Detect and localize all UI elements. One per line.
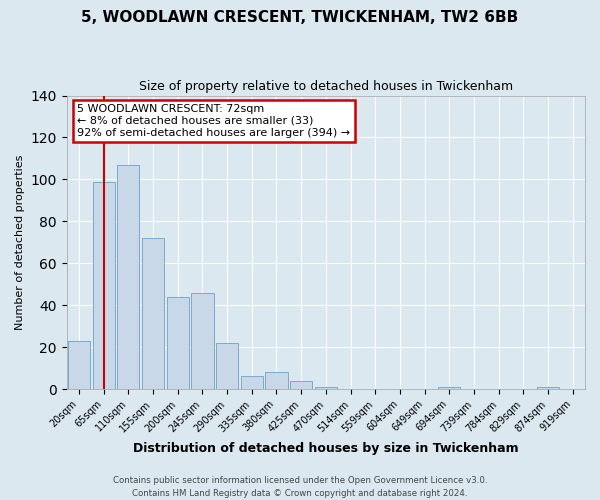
Bar [216,343,238,389]
Bar [438,387,460,389]
Bar [92,182,115,389]
Bar [265,372,287,389]
Bar [191,292,214,389]
Bar [537,387,559,389]
Text: 5 WOODLAWN CRESCENT: 72sqm
← 8% of detached houses are smaller (33)
92% of semi-: 5 WOODLAWN CRESCENT: 72sqm ← 8% of detac… [77,104,350,138]
Text: Contains public sector information licensed under the Open Government Licence v3: Contains public sector information licen… [113,476,487,485]
Y-axis label: Number of detached properties: Number of detached properties [15,154,25,330]
Bar [315,387,337,389]
Bar [68,341,90,389]
Text: 5, WOODLAWN CRESCENT, TWICKENHAM, TW2 6BB: 5, WOODLAWN CRESCENT, TWICKENHAM, TW2 6B… [82,10,518,25]
Bar [290,380,312,389]
Bar [167,297,189,389]
Text: Contains HM Land Registry data © Crown copyright and database right 2024.: Contains HM Land Registry data © Crown c… [132,488,468,498]
X-axis label: Distribution of detached houses by size in Twickenham: Distribution of detached houses by size … [133,442,518,455]
Bar [142,238,164,389]
Title: Size of property relative to detached houses in Twickenham: Size of property relative to detached ho… [139,80,513,93]
Bar [241,376,263,389]
Bar [117,164,139,389]
